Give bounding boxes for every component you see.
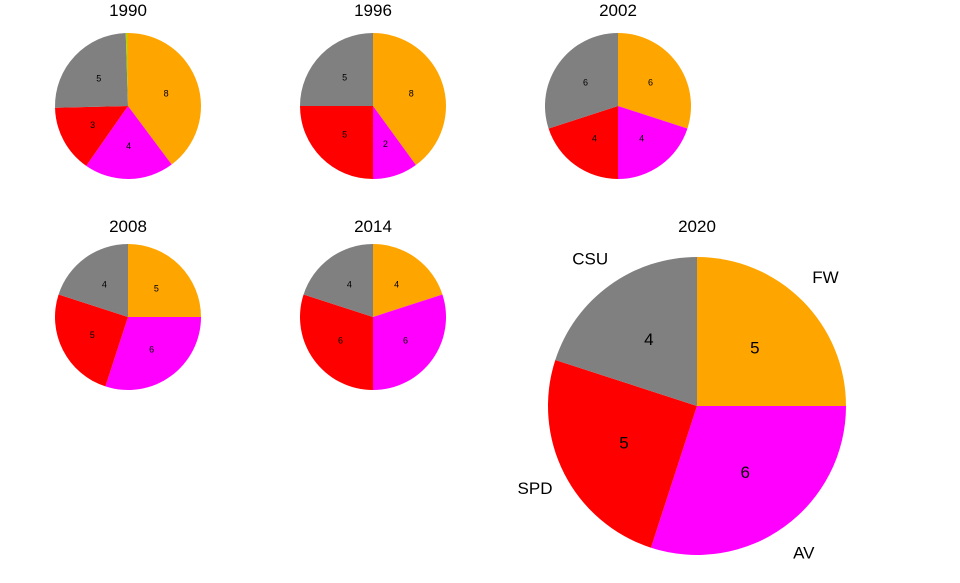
slice-other: [125, 33, 128, 106]
slice-value-label: 5: [342, 129, 347, 139]
slice-value-label: 6: [740, 463, 749, 482]
pie-2008: 2008 5 6 5 4: [54, 217, 201, 391]
pie-1996: 1996 8 2 5 5: [300, 1, 447, 179]
slice-value-label: 6: [149, 345, 154, 355]
slice-fw: [128, 33, 202, 165]
slice-fw: [373, 243, 443, 317]
category-label-fw: FW: [812, 268, 838, 287]
slice-fw: [373, 33, 447, 166]
slice-value-label: 6: [403, 336, 408, 346]
slice-av: [650, 406, 846, 556]
slice-value-label: 3: [90, 120, 95, 130]
slice-csu: [300, 33, 373, 106]
slice-value-label: 4: [394, 280, 399, 290]
pie-2020: 2020 5 FW 6 AV 5 SPD 4 CSU: [518, 217, 846, 563]
slice-value-label: 5: [96, 73, 101, 83]
slice-value-label: 5: [619, 434, 628, 453]
slice-csu: [55, 33, 128, 108]
slice-value-label: 4: [347, 280, 352, 290]
slice-value-label: 4: [126, 141, 131, 151]
slice-spd: [547, 359, 697, 548]
pie-2002: 2002 6 4 4 6: [544, 1, 692, 179]
slice-value-label: 4: [102, 280, 107, 290]
slice-value-label: 2: [383, 139, 388, 149]
slice-value-label: 6: [583, 77, 588, 87]
slice-av: [86, 106, 172, 179]
slice-value-label: 5: [342, 73, 347, 83]
slice-av: [105, 317, 201, 391]
pie-title: 2014: [354, 217, 392, 236]
pie-1990: 1990 8 4 3 5: [55, 1, 202, 179]
pie-2014: 2014 4 6 6 4: [299, 217, 447, 391]
slice-value-label: 8: [164, 88, 169, 98]
slice-value-label: 5: [154, 284, 159, 294]
pie-title: 1990: [109, 1, 147, 20]
slice-av: [373, 294, 447, 391]
slice-spd: [55, 106, 128, 166]
slice-spd: [54, 294, 128, 387]
pie-title: 2002: [599, 1, 637, 20]
pie-title: 2020: [678, 217, 716, 236]
pie-title: 2008: [109, 217, 147, 236]
slice-av: [618, 106, 688, 179]
category-label-spd: SPD: [518, 479, 553, 498]
slice-csu: [544, 33, 618, 129]
slice-value-label: 4: [644, 330, 653, 349]
slice-csu: [303, 244, 373, 317]
category-label-av: AV: [793, 544, 815, 563]
slice-fw: [618, 33, 692, 129]
slice-value-label: 5: [750, 339, 759, 358]
category-label-csu: CSU: [572, 249, 608, 268]
slice-csu: [555, 257, 697, 406]
slice-spd: [299, 294, 373, 391]
slice-value-label: 5: [90, 330, 95, 340]
slice-spd: [300, 106, 373, 179]
slice-fw: [128, 244, 201, 317]
pie-title: 1996: [354, 1, 392, 20]
slice-value-label: 6: [338, 336, 343, 346]
slice-value-label: 4: [639, 134, 644, 144]
slice-value-label: 8: [409, 89, 414, 99]
slice-spd: [548, 106, 618, 179]
slice-csu: [58, 244, 128, 317]
slice-av: [373, 106, 416, 179]
slice-value-label: 6: [648, 77, 653, 87]
slice-fw: [697, 257, 846, 406]
slice-value-label: 4: [592, 134, 597, 144]
